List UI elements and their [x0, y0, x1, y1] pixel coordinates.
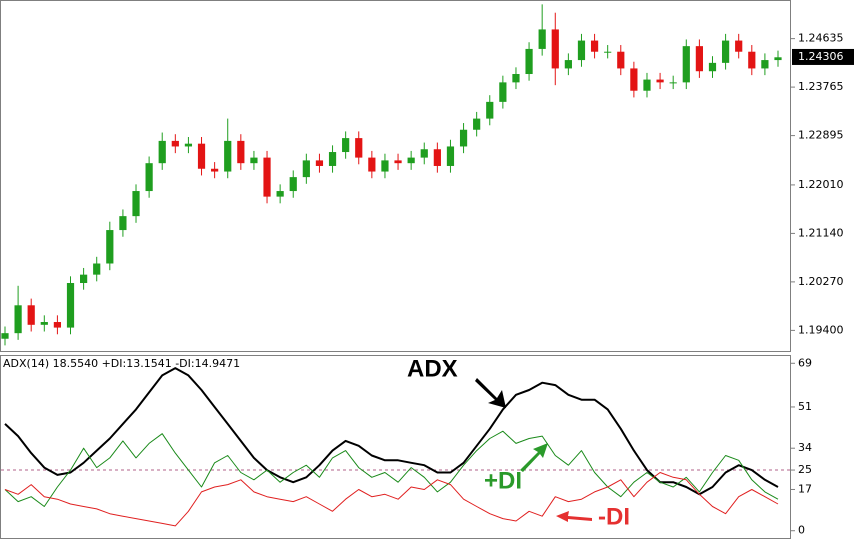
candle-body [473, 118, 481, 130]
candle-body [197, 143, 206, 169]
candle-body [355, 138, 363, 158]
candle-body [721, 40, 730, 63]
y-tick-label: 1.22010 [798, 178, 844, 191]
candle-body [250, 157, 258, 164]
candle-body [40, 322, 48, 325]
candle-body [14, 305, 22, 334]
candle-body [617, 51, 625, 69]
candle-body [53, 322, 62, 328]
candle-body [643, 79, 651, 91]
candle-body [551, 29, 559, 69]
y-tick-label: 1.22895 [798, 129, 844, 142]
candle-body [184, 143, 193, 147]
candle-body [27, 305, 35, 325]
candle-body [407, 157, 415, 164]
candle-body [735, 40, 743, 52]
candle-body [237, 140, 245, 164]
candle-body [446, 146, 455, 166]
candle-body [512, 74, 520, 83]
candle-body [289, 177, 297, 192]
y-tick-label: 34 [798, 441, 812, 454]
candle-body [342, 138, 350, 153]
arrow [475, 378, 506, 408]
candle-body [158, 140, 166, 164]
y-tick-label: 69 [798, 356, 812, 369]
candle-body [761, 60, 769, 69]
candle-body [315, 160, 324, 166]
indicator-line [4, 430, 779, 507]
candle-body [1, 333, 9, 339]
indicator-line [4, 472, 779, 527]
y-tick-label: 1.24635 [798, 32, 844, 45]
candle-body [302, 160, 310, 178]
candle-body [66, 283, 75, 328]
candle-body [486, 101, 494, 119]
y-tick-label: 1.23765 [798, 80, 844, 93]
last-price-box [792, 48, 854, 65]
candle-body [276, 191, 284, 197]
candle-body [774, 57, 782, 61]
candle-body [171, 140, 179, 147]
candle-body [132, 191, 140, 217]
candle-body [106, 230, 114, 264]
arrow [556, 511, 592, 522]
annotation-minus-di: -DI [598, 503, 630, 530]
candle-body [577, 40, 586, 61]
candle-body [263, 157, 271, 197]
y-tick-label: 1.19400 [798, 323, 844, 336]
candle-body [80, 274, 88, 284]
candle-body [433, 149, 441, 166]
candle-body [708, 62, 717, 72]
candle-body [656, 79, 664, 83]
candle-body [459, 129, 468, 147]
candle-body [590, 40, 599, 52]
candle-body [420, 149, 428, 158]
y-tick-label: 1.20270 [798, 275, 844, 288]
indicator-line [4, 367, 779, 496]
candle-body [604, 51, 612, 53]
y-tick-label: 0 [798, 524, 805, 537]
y-tick-label: 17 [798, 482, 812, 495]
candle-body [669, 82, 677, 84]
candle-body [525, 48, 533, 75]
annotation-plus-di: +DI [484, 467, 522, 494]
candle-body [748, 51, 756, 69]
candle-body [630, 68, 638, 91]
candle-body [328, 152, 337, 166]
candle-body [145, 163, 153, 192]
candle-body [211, 168, 219, 172]
candle-body [368, 157, 376, 172]
candle-body [381, 160, 389, 172]
candle-body [394, 160, 402, 164]
candle-body [224, 140, 232, 172]
annotation-adx: ADX [407, 355, 458, 382]
y-tick-label: 51 [798, 400, 812, 413]
candle-body [119, 216, 127, 231]
candle-body [564, 60, 572, 69]
candle-body [682, 46, 690, 83]
indicator-title: ADX(14) 18.5540 +DI:13.1541 -DI:14.9471 [3, 357, 240, 370]
y-tick-label: 25 [798, 463, 812, 476]
last-price-label: 1.24306 [798, 50, 844, 63]
price-panel [0, 0, 791, 352]
y-tick-label: 1.21140 [798, 226, 844, 239]
candle-body [93, 263, 101, 275]
candle-body [695, 46, 703, 72]
candle-body [538, 29, 546, 49]
arrow [520, 443, 548, 472]
candle-body [499, 82, 507, 102]
indicator-panel [0, 355, 791, 539]
